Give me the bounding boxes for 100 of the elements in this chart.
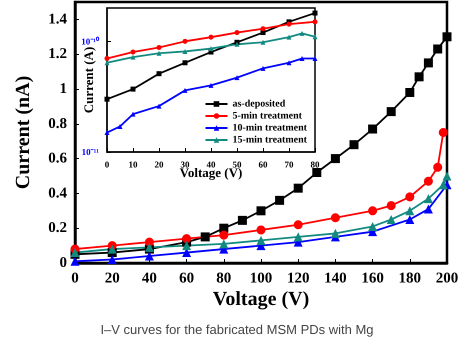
point [256, 225, 266, 234]
y-tick-label: 10⁻¹¹ [82, 147, 100, 157]
point [182, 241, 192, 250]
point [442, 172, 452, 180]
x-tick-label: 200 [436, 270, 458, 286]
legend-label: 5-min treatment [232, 110, 303, 122]
x-tick-label: 80 [310, 160, 320, 170]
point [433, 162, 442, 172]
legend-label: 15-min treatment [232, 134, 308, 146]
x-tick-label: 120 [286, 270, 310, 286]
point [208, 46, 214, 52]
point [130, 54, 136, 60]
point [368, 222, 378, 231]
point [286, 60, 292, 66]
y-tick-label: 1.2 [48, 46, 67, 62]
point [368, 124, 378, 134]
point [386, 107, 396, 116]
x-tick-label: 40 [206, 160, 216, 170]
point [405, 192, 414, 202]
point [442, 32, 452, 42]
point [144, 252, 154, 261]
point [182, 234, 192, 244]
point [130, 50, 136, 55]
point [405, 88, 414, 97]
point [424, 194, 433, 204]
x-tick-label: 60 [258, 160, 268, 170]
point [433, 44, 442, 54]
point [405, 206, 414, 216]
y-axis-title: Current (nA) [12, 76, 34, 190]
point [208, 82, 214, 88]
x-tick-label: 20 [104, 270, 120, 286]
point [234, 30, 240, 36]
point [312, 19, 318, 24]
point [312, 34, 318, 40]
point [256, 236, 266, 245]
point [130, 112, 136, 117]
point [104, 60, 110, 66]
point [108, 255, 117, 264]
y-tick-label: 0.4 [48, 185, 68, 202]
point [300, 30, 304, 36]
point [260, 40, 266, 45]
point [182, 48, 188, 54]
point [182, 88, 188, 93]
y-tick-label: 0 [60, 255, 67, 271]
point [286, 34, 292, 40]
x-axis-title: Voltage (V) [212, 288, 310, 310]
point [386, 215, 396, 224]
point [70, 256, 80, 266]
point [238, 216, 247, 225]
x-tick-label: 180 [398, 270, 422, 286]
y-tick-label: 1 [60, 81, 67, 97]
point [104, 96, 110, 102]
point [424, 58, 433, 68]
point [386, 201, 396, 210]
x-tick-label: 0 [104, 160, 110, 170]
x-tick-label: 50 [232, 160, 242, 170]
point [208, 34, 214, 40]
point [260, 26, 266, 32]
point [156, 71, 162, 76]
point [156, 44, 162, 50]
point [118, 124, 122, 129]
point [300, 56, 304, 61]
point [104, 56, 110, 61]
point [108, 244, 117, 254]
point [286, 22, 292, 27]
y-tick-label: 10⁻¹⁰ [81, 36, 100, 46]
point [405, 215, 414, 224]
x-tick-label: 100 [250, 270, 272, 286]
point [260, 66, 266, 71]
y-tick-label: 1.4 [48, 11, 68, 28]
point [294, 220, 303, 230]
point [312, 10, 318, 16]
x-tick-label: 20 [154, 160, 164, 170]
x-tick-label: 60 [179, 270, 194, 286]
x-tick-label: 80 [216, 270, 232, 286]
point [219, 239, 228, 248]
point [350, 140, 358, 150]
point [182, 60, 188, 66]
point [438, 128, 448, 137]
legend-label: as-deposited [232, 98, 286, 110]
point [182, 38, 188, 44]
point [312, 56, 318, 61]
point [330, 228, 340, 238]
point [294, 232, 303, 242]
legend-label: 10-min treatment [232, 122, 308, 134]
point [424, 204, 433, 214]
point [330, 154, 340, 164]
x-tick-label: 40 [142, 270, 157, 286]
point [156, 104, 162, 109]
x-tick-label: 0 [71, 270, 79, 286]
point [312, 168, 322, 178]
x-tick-label: 70 [284, 160, 294, 170]
point [368, 206, 378, 216]
y-axis-title: Current (A) [81, 46, 96, 114]
text: I–V curves for the fabricated MSM PDs with Mg [99, 322, 375, 339]
point [330, 213, 340, 222]
point [275, 196, 284, 205]
point [414, 72, 424, 82]
point [200, 232, 210, 242]
y-tick-label: 0.6 [48, 150, 68, 167]
